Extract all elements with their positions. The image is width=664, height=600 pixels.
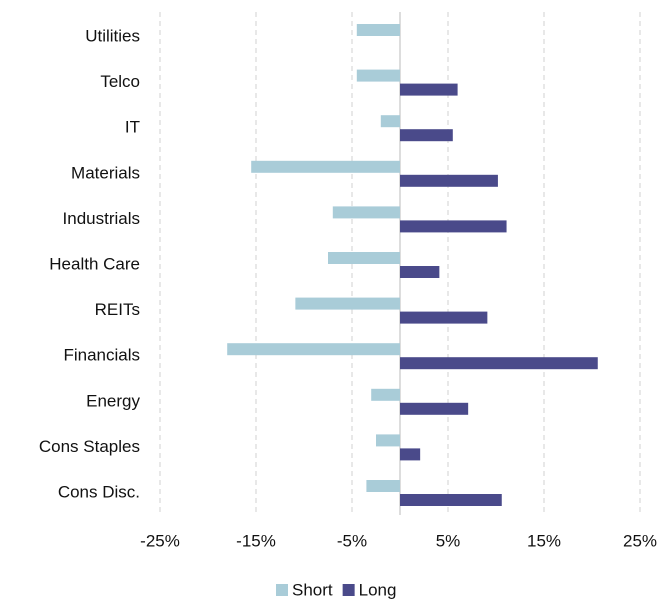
bar	[332, 206, 400, 219]
x-tick-label: -15%	[236, 531, 276, 550]
y-tick-label: Utilities	[85, 26, 140, 45]
y-tick-label: Materials	[71, 163, 140, 182]
bar	[400, 311, 488, 324]
legend-label: Short	[292, 580, 333, 599]
bar	[400, 357, 598, 370]
x-tick-label: 5%	[436, 531, 461, 550]
bar	[400, 220, 507, 233]
y-tick-label: Cons Staples	[39, 437, 140, 456]
bar	[380, 115, 400, 128]
legend-label: Long	[359, 580, 397, 599]
bar	[400, 266, 440, 278]
y-tick-label: Telco	[100, 72, 140, 91]
bar	[400, 174, 498, 187]
y-tick-label: Cons Disc.	[58, 482, 140, 501]
y-tick-label: REITs	[95, 300, 140, 319]
x-tick-label: -5%	[337, 531, 367, 550]
bar	[400, 129, 453, 142]
bar	[356, 24, 400, 36]
bar	[366, 480, 400, 492]
y-tick-label: Health Care	[49, 254, 140, 273]
y-tick-label: IT	[125, 118, 140, 137]
y-tick-label: Financials	[63, 346, 140, 365]
bar	[251, 160, 400, 173]
legend-swatch	[342, 584, 355, 596]
bar	[328, 252, 400, 264]
bar	[400, 402, 469, 415]
y-tick-label: Energy	[86, 391, 140, 410]
bar	[295, 297, 400, 310]
bar	[400, 83, 458, 96]
y-tick-label: Industrials	[63, 209, 140, 228]
legend-swatch	[276, 584, 288, 596]
bar	[400, 448, 421, 461]
x-tick-label: 25%	[623, 531, 657, 550]
x-tick-label: 15%	[527, 531, 561, 550]
bar	[376, 434, 400, 447]
bar	[227, 343, 400, 356]
bar	[356, 69, 400, 82]
x-tick-label: -25%	[140, 531, 180, 550]
bar	[400, 494, 502, 506]
bar	[371, 388, 400, 401]
